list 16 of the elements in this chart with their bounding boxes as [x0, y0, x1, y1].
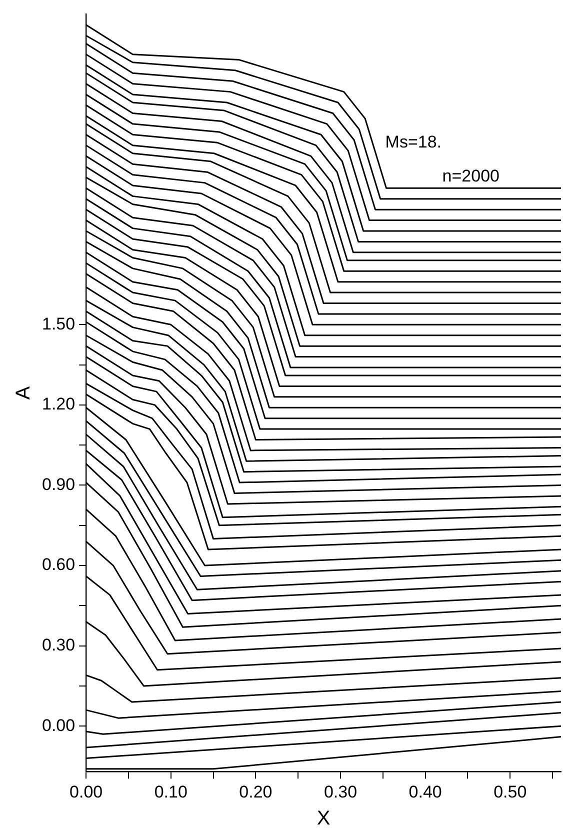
y-axis-title: A — [12, 386, 35, 400]
x-tick-label: 0.20 — [239, 782, 272, 802]
y-tick-label: 1.50 — [42, 314, 76, 334]
x-tick-label: 0.30 — [324, 782, 358, 802]
y-tick-label: 0.90 — [42, 474, 76, 494]
x-axis-title: X — [316, 808, 330, 830]
annotation: Ms=18. — [385, 132, 442, 152]
x-tick-label: 0.50 — [494, 782, 527, 802]
annotation: n=2000 — [442, 166, 500, 186]
y-tick-label: 0.60 — [42, 555, 76, 574]
y-tick-label: 0.00 — [42, 716, 76, 735]
x-tick-label: 0.40 — [408, 782, 442, 802]
y-tick-label: 1.20 — [42, 394, 76, 414]
x-tick-label: 0.10 — [154, 782, 188, 802]
x-tick-label: 0.00 — [70, 782, 103, 802]
y-tick-label: 0.30 — [42, 636, 76, 654]
